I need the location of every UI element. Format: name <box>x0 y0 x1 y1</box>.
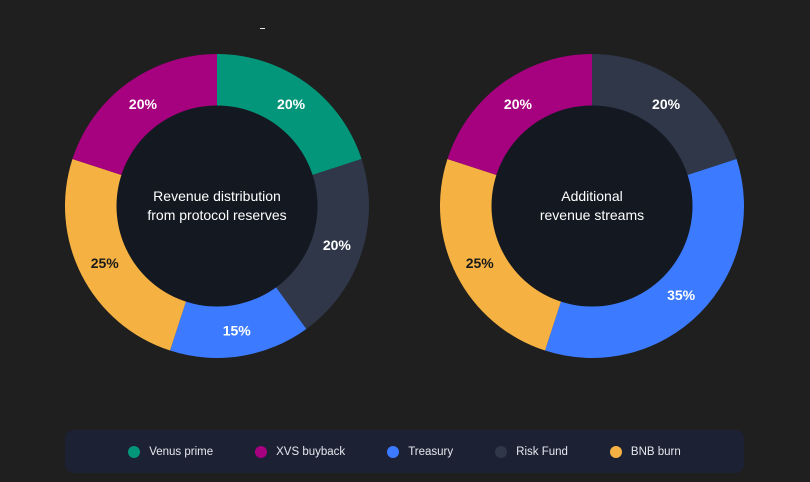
donut-center <box>491 105 693 307</box>
slice-venus-prime[interactable] <box>217 54 362 176</box>
legend-dot-icon <box>495 445 508 458</box>
legend-dot-icon <box>128 445 141 458</box>
slice-label-bnb-burn: 25% <box>466 255 495 271</box>
slice-treasury[interactable] <box>170 286 307 358</box>
slice-risk-fund[interactable] <box>592 54 737 176</box>
slice-label-risk-fund: 20% <box>652 96 681 112</box>
slice-label-treasury: 15% <box>223 322 252 338</box>
legend-dot-icon <box>255 445 268 458</box>
legend-item-xvs-buyback: XVS buyback <box>255 445 346 458</box>
donut-chart-1: 20% 20% 15% 25% 20% Revenue distribution from … <box>65 54 369 358</box>
donut-chart-2: 20% 35% 25% 20% Additional revenue streams <box>440 54 744 358</box>
legend-item-treasury: Treasury <box>387 445 454 458</box>
donut-center <box>116 105 318 307</box>
legend-label: Treasury <box>408 445 454 458</box>
donut-charts: 20% 20% 15% 25% 20% Revenue distribution from … <box>65 54 744 358</box>
slice-label-bnb-burn: 25% <box>91 255 120 271</box>
slice-label-risk-fund: 20% <box>323 237 352 253</box>
legend-item-risk-fund: Risk Fund <box>495 445 568 458</box>
legend: Venus prime XVS buyback Treasury Risk Fu… <box>65 430 744 473</box>
slice-risk-fund[interactable] <box>275 159 369 329</box>
chart-title-line: from protocol reserves <box>147 207 286 223</box>
slice-treasury[interactable] <box>545 159 744 358</box>
slice-label-venus-prime: 20% <box>277 96 306 112</box>
legend-label: Risk Fund <box>516 445 568 458</box>
legend-dot-icon <box>609 445 622 458</box>
slice-label-treasury: 35% <box>667 287 696 303</box>
slice-label-xvs-buyback: 20% <box>504 96 533 112</box>
legend-dot-icon <box>387 445 400 458</box>
legend-label: BNB burn <box>630 445 681 458</box>
chart-title-line: Revenue distribution <box>153 188 281 204</box>
slice-xvs-buyback[interactable] <box>447 54 592 176</box>
slice-label-xvs-buyback: 20% <box>129 96 158 112</box>
legend-item-venus-prime: Venus prime <box>128 445 214 458</box>
legend-label: XVS buyback <box>276 445 346 458</box>
legend-item-bnb-burn: BNB burn <box>609 445 681 458</box>
chart-title-line: revenue streams <box>540 207 644 223</box>
legend-label: Venus prime <box>149 445 214 458</box>
top-dash-artifact <box>260 28 265 29</box>
slice-bnb-burn[interactable] <box>440 159 562 351</box>
chart-title-line: Additional <box>561 188 623 204</box>
slice-xvs-buyback[interactable] <box>72 54 217 176</box>
slice-bnb-burn[interactable] <box>65 159 187 351</box>
